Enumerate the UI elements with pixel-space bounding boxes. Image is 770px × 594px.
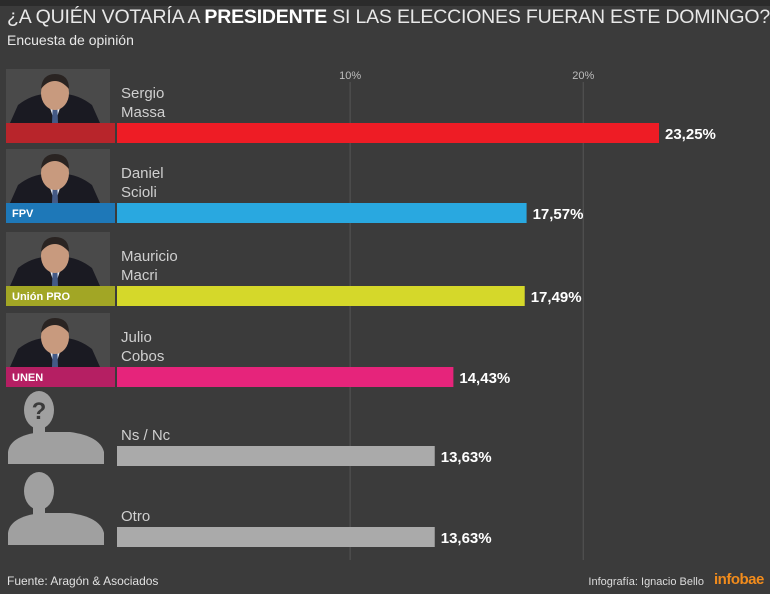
candidate-name: Massa (121, 104, 166, 121)
bar (117, 123, 659, 143)
candidate-name: Mauricio (121, 248, 178, 265)
bar (117, 367, 454, 387)
bar (117, 446, 435, 466)
photo-hair (41, 318, 69, 333)
value-label: 17,49% (531, 289, 582, 306)
candidate-name: Cobos (121, 348, 164, 365)
candidate-row: UNEN Julio Cobos 14,43% (6, 313, 510, 387)
silhouette-head (24, 391, 54, 429)
question-mark: ? (32, 398, 47, 425)
value-label: 13,63% (441, 530, 492, 547)
silhouette-body (8, 432, 104, 464)
value-label: 17,57% (533, 206, 584, 223)
bar (117, 286, 525, 306)
value-label: 13,63% (441, 449, 492, 466)
bar (117, 203, 527, 223)
candidate-name: Sergio (121, 85, 164, 102)
party-tag (6, 286, 115, 306)
candidate-name: Ns / Nc (121, 427, 171, 444)
candidate-name: Macri (121, 267, 158, 284)
party-label: Unión PRO (12, 291, 70, 303)
tick-label: 10% (339, 70, 361, 82)
candidate-row: Unión PRO Mauricio Macri 17,49% (6, 232, 582, 306)
party-label: FPV (12, 208, 34, 220)
silhouette-body (8, 513, 104, 545)
silhouette-neck (33, 424, 45, 434)
candidate-row: ? Ns / Nc 13,63% (8, 391, 492, 466)
silhouette-head (24, 472, 54, 510)
photo-head (41, 239, 69, 273)
photo-head (41, 320, 69, 354)
party-tag (6, 123, 115, 143)
title-bold: PRESIDENTE (204, 6, 328, 28)
candidate-row: FPV Daniel Scioli 17,57% (6, 149, 583, 223)
photo-head (41, 76, 69, 110)
chart-subtitle: Encuesta de opinión (7, 32, 134, 48)
photo-hair (41, 74, 69, 89)
party-label: UNEN (12, 372, 43, 384)
candidate-row: Otro 13,63% (8, 472, 492, 547)
top-bar (0, 0, 770, 6)
candidate-name: Scioli (121, 184, 157, 201)
candidate-name: Daniel (121, 165, 164, 182)
title-suffix: SI LAS ELECCIONES FUERAN ESTE DOMINGO? (327, 6, 770, 28)
photo-head (41, 156, 69, 190)
candidate-row: Sergio Massa 23,25% (6, 69, 716, 143)
chart-title: ¿A QUIÉN VOTARÍA A PRESIDENTE SI LAS ELE… (7, 6, 770, 29)
photo-hair (41, 237, 69, 252)
candidate-name: Otro (121, 508, 150, 525)
party-tag (6, 367, 115, 387)
title-prefix: ¿A QUIÉN VOTARÍA A (7, 6, 205, 28)
candidate-name: Julio (121, 329, 152, 346)
brand-logo: infobae (714, 571, 764, 588)
silhouette-neck (33, 505, 45, 515)
value-label: 23,25% (665, 126, 716, 143)
credit-note: Infografía: Ignacio Bello (588, 576, 704, 588)
source-note: Fuente: Aragón & Asociados (7, 574, 159, 588)
photo-hair (41, 154, 69, 169)
tick-label: 20% (572, 70, 594, 82)
party-tag (6, 203, 115, 223)
value-label: 14,43% (459, 370, 510, 387)
bar (117, 527, 435, 547)
